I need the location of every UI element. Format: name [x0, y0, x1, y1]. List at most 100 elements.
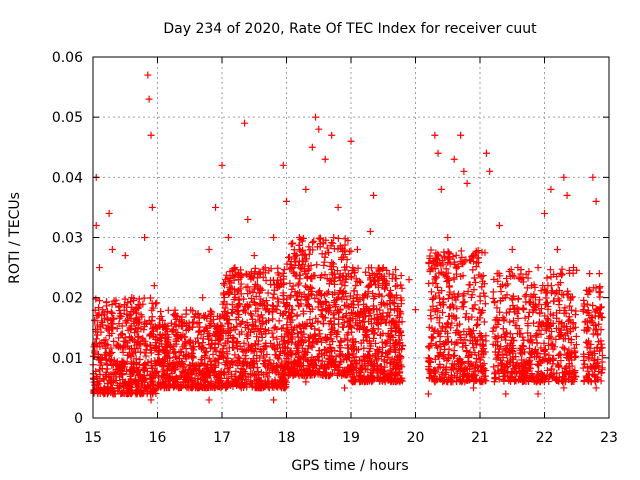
y-tick-label: 0	[74, 411, 83, 427]
data-point	[371, 350, 379, 358]
data-point	[427, 312, 435, 320]
data-point	[155, 382, 163, 390]
data-point	[331, 280, 339, 288]
data-point	[280, 275, 288, 283]
data-point	[468, 351, 476, 359]
data-point	[230, 323, 238, 331]
data-point	[499, 294, 507, 302]
data-point	[586, 288, 594, 296]
data-point	[536, 310, 544, 318]
data-point	[310, 237, 318, 245]
data-point	[225, 320, 233, 328]
data-point	[328, 328, 336, 336]
data-point	[450, 365, 458, 373]
data-point	[329, 271, 337, 279]
data-point	[257, 330, 265, 338]
data-point	[279, 161, 287, 169]
data-point	[364, 376, 372, 384]
data-point	[338, 254, 346, 262]
data-point	[526, 299, 534, 307]
data-point	[222, 384, 230, 392]
data-point	[147, 396, 155, 404]
data-point	[333, 371, 341, 379]
data-point	[147, 320, 155, 328]
data-point	[435, 269, 443, 277]
data-point	[385, 291, 393, 299]
data-point	[259, 352, 267, 360]
data-point	[503, 369, 511, 377]
data-point	[104, 390, 112, 398]
data-point	[553, 246, 561, 254]
data-point	[273, 302, 281, 310]
data-point	[595, 368, 603, 376]
data-point	[453, 264, 461, 272]
data-point	[250, 348, 258, 356]
data-point	[288, 285, 296, 293]
data-point	[522, 291, 530, 299]
data-point	[318, 250, 326, 258]
data-point	[193, 320, 201, 328]
data-point	[541, 345, 549, 353]
data-point	[393, 282, 401, 290]
data-point	[543, 366, 551, 374]
data-point	[185, 338, 193, 346]
data-point	[555, 361, 563, 369]
data-point	[237, 374, 245, 382]
data-point	[289, 306, 297, 314]
data-point	[372, 356, 380, 364]
data-point	[518, 378, 526, 386]
data-point	[386, 286, 394, 294]
data-point	[170, 349, 178, 357]
data-point	[257, 311, 265, 319]
data-point	[284, 253, 292, 261]
data-point	[567, 349, 575, 357]
data-point	[165, 382, 173, 390]
data-point	[549, 340, 557, 348]
data-point	[429, 302, 437, 310]
data-point	[303, 302, 311, 310]
data-point	[468, 253, 476, 261]
data-point	[389, 369, 397, 377]
data-point	[348, 300, 356, 308]
data-point	[155, 321, 163, 329]
data-point	[499, 325, 507, 333]
data-point	[218, 322, 226, 330]
data-point	[457, 131, 465, 139]
data-point	[146, 330, 154, 338]
data-point	[269, 294, 277, 302]
data-point	[445, 250, 453, 258]
data-point	[391, 328, 399, 336]
data-point	[330, 320, 338, 328]
data-point	[493, 304, 501, 312]
data-point	[104, 316, 112, 324]
data-point	[152, 300, 160, 308]
data-point	[568, 306, 576, 314]
data-point	[109, 378, 117, 386]
data-point	[291, 324, 299, 332]
data-point	[537, 305, 545, 313]
data-point	[182, 382, 190, 390]
data-point	[428, 295, 436, 303]
data-point	[184, 369, 192, 377]
data-point	[453, 327, 461, 335]
data-point	[515, 274, 523, 282]
data-point	[430, 294, 438, 302]
data-point	[532, 332, 540, 340]
data-point	[276, 383, 284, 391]
data-point	[444, 234, 452, 241]
data-point	[597, 377, 605, 385]
data-point	[334, 245, 342, 253]
data-point	[155, 342, 163, 350]
data-point	[591, 364, 599, 372]
data-point	[363, 326, 371, 334]
data-point	[345, 317, 353, 325]
data-point	[587, 377, 595, 385]
data-point	[342, 310, 350, 318]
data-point	[424, 354, 432, 362]
data-point	[469, 251, 477, 259]
data-point	[446, 288, 454, 296]
data-point	[494, 277, 502, 285]
data-point	[135, 303, 143, 311]
data-point	[356, 296, 364, 304]
data-point	[233, 322, 241, 330]
